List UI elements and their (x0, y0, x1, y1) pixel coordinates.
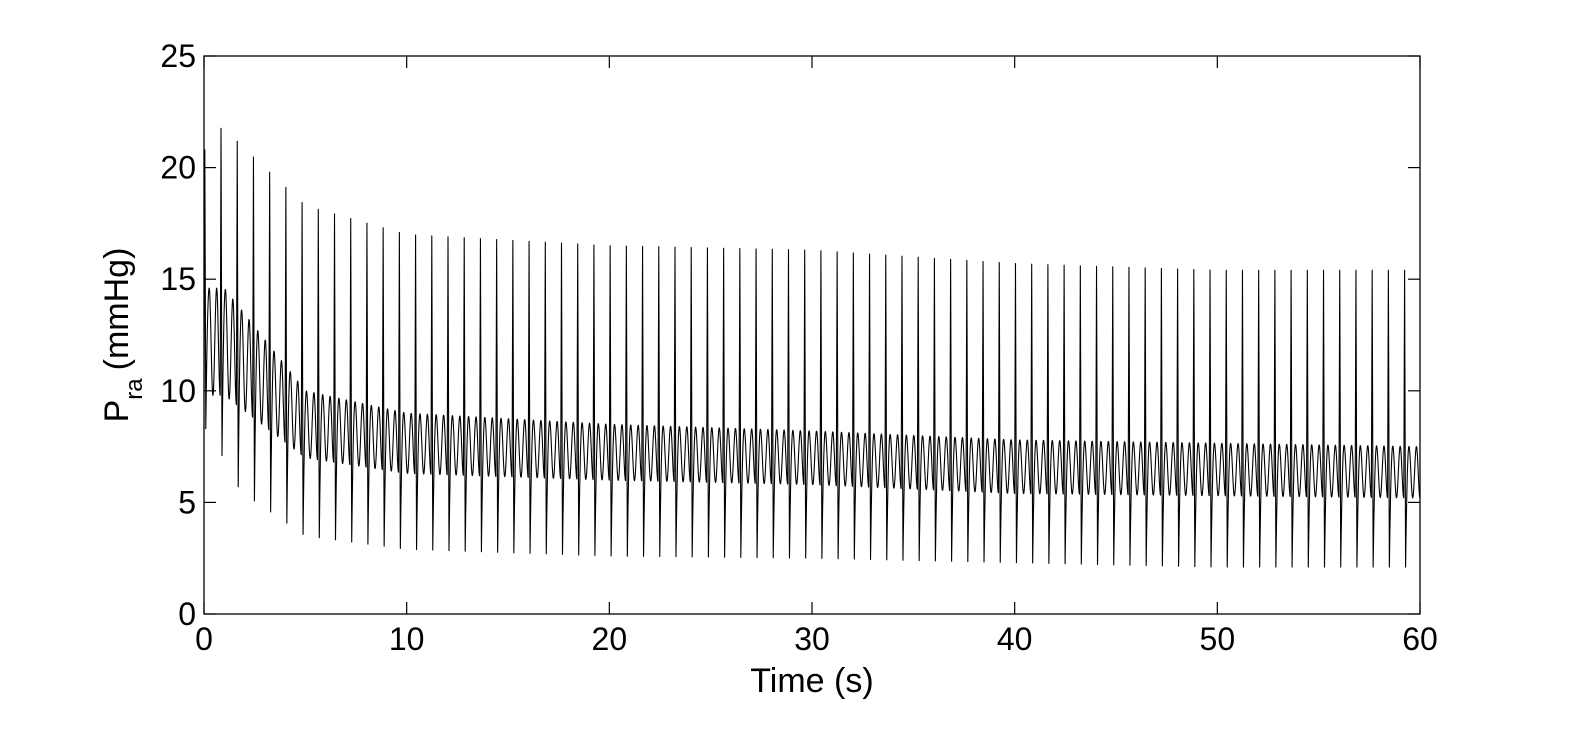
y-tick-label: 5 (178, 484, 196, 520)
x-tick-label: 50 (1200, 621, 1236, 657)
x-tick-label: 20 (592, 621, 628, 657)
y-tick-label: 15 (160, 261, 196, 297)
y-tick-label: 25 (160, 38, 196, 74)
tick-labels-layer: 0 10 20 30 40 50 60 0 5 10 15 20 25 (160, 38, 1437, 657)
y-tick-label: 10 (160, 373, 196, 409)
y-axis-label-subscript: ra (121, 378, 148, 400)
pressure-trace-line (203, 127, 1421, 568)
y-tick-label: 20 (160, 150, 196, 186)
x-axis-label: Time (s) (750, 662, 873, 700)
y-axis-label-main: P (98, 400, 136, 423)
x-tick-label: 30 (794, 621, 830, 657)
x-tick-label: 0 (195, 621, 213, 657)
x-tick-label: 40 (997, 621, 1033, 657)
x-tick-label: 10 (389, 621, 425, 657)
x-tick-label: 60 (1402, 621, 1438, 657)
trace-layer (203, 127, 1421, 568)
y-axis-label: Pra (mmHg) (98, 248, 148, 423)
plot-area-border (203, 55, 1421, 615)
y-tick-label: 0 (178, 596, 196, 632)
y-axis-label-unit: (mmHg) (98, 248, 136, 371)
